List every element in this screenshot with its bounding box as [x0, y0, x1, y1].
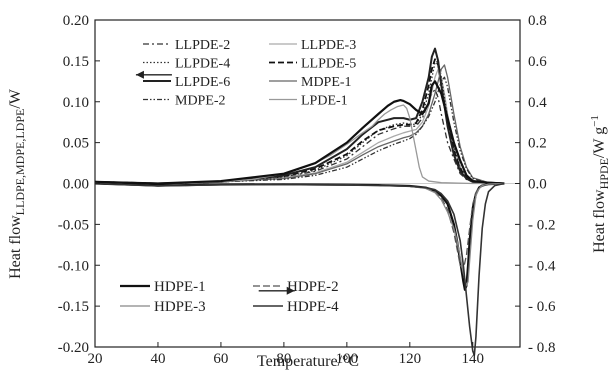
y-axis-right-title: Heat flowHPDE/W g−1	[589, 115, 611, 253]
legend-entry-hdpe-2: HDPE-2	[253, 279, 339, 295]
series-line-llpde-6-left	[94, 47, 505, 185]
y-right-title-unit: /W g	[591, 127, 608, 158]
y-right-title-sup: −1	[589, 115, 601, 127]
arrow-layer	[135, 70, 295, 295]
series-line-hdpe-4-right	[94, 182, 505, 356]
legend-label: LLPDE-4	[175, 57, 230, 72]
legend-entry-llpde-3: LLPDE-3	[269, 38, 356, 53]
legend-label: LLPDE-2	[175, 38, 230, 53]
legend-entry-llpde-6: LLPDE-6	[143, 75, 230, 90]
y-left-title-main: Heat flow	[7, 215, 24, 279]
legend-layer: LLPDE-2 LLPDE-3 LLPDE-4 LLPDE-5 LLPDE-6 MDPE-…	[120, 38, 356, 315]
y-left-tick-label: -0.20	[58, 340, 89, 356]
x-axis-title: Temperature/°C	[257, 353, 359, 370]
legend-entry-llpde-4: LLPDE-4	[143, 57, 230, 72]
x-tick-label: 60	[213, 351, 228, 367]
series-line-llpde-3-left	[94, 68, 505, 185]
y-left-title-sub: LLDPE,MDPE,LDPE	[13, 109, 27, 216]
y-left-tick-label: -0.10	[58, 258, 89, 274]
y-axis-left-title: Heat flowLLDPE,MDPE,LDPE/W	[7, 88, 27, 279]
y-left-tick-label: 0.15	[63, 54, 89, 70]
legend-label: HDPE-1	[154, 279, 206, 295]
series-line-mdpe-1-left	[94, 64, 505, 185]
legend-entry-mdpe-1: MDPE-1	[269, 75, 352, 90]
series-layer	[94, 47, 505, 356]
y-right-tick-label: - 0.4	[528, 258, 556, 274]
series-line-hdpe-1-left	[94, 80, 505, 185]
legend-label: LLPDE-6	[175, 75, 230, 90]
legend-label: LLPDE-5	[301, 57, 356, 72]
y-left-tick-label: 0.20	[63, 13, 89, 29]
y-right-tick-label: - 0.2	[528, 217, 556, 233]
legend-entry-hdpe-1: HDPE-1	[120, 279, 206, 295]
legend-entry-mdpe-2: MDPE-2	[143, 94, 226, 109]
y-right-tick-label: 0.6	[528, 54, 547, 70]
axis-arrow-right	[258, 286, 295, 295]
x-tick-label: 20	[88, 351, 103, 367]
x-tick-label: 120	[399, 351, 422, 367]
legend-entry-lpde-1: LPDE-1	[269, 94, 348, 109]
x-tick-label: 140	[462, 351, 485, 367]
legend-label: LPDE-1	[301, 94, 348, 109]
legend-entry-llpde-5: LLPDE-5	[269, 57, 356, 72]
legend-label: MDPE-1	[301, 75, 352, 90]
legend-entry-hdpe-4: HDPE-4	[253, 299, 339, 315]
series-line-hdpe-1-right	[94, 182, 505, 291]
legend-label: HDPE-2	[287, 279, 339, 295]
y-right-tick-label: 0.4	[528, 95, 547, 111]
x-tick-label: 100	[336, 351, 359, 367]
x-tick-label: 40	[150, 351, 165, 367]
y-right-tick-label: 0.8	[528, 13, 547, 29]
y-left-title-unit: /W	[7, 88, 24, 108]
y-left-tick-label: -0.15	[58, 299, 89, 315]
legend-label: LLPDE-3	[301, 38, 356, 53]
legend-label: MDPE-2	[175, 94, 226, 109]
y-left-tick-label: 0.05	[63, 136, 89, 152]
y-left-tick-label: 0.00	[63, 177, 89, 193]
axis-arrow-left	[135, 70, 172, 79]
y-left-tick-label: 0.10	[63, 95, 89, 111]
legend-label: HDPE-3	[154, 299, 206, 315]
y-right-title-main: Heat flow	[591, 189, 608, 253]
y-right-tick-label: - 0.6	[528, 299, 556, 315]
y-right-tick-label: 0.2	[528, 136, 547, 152]
y-right-tick-label: 0.0	[528, 177, 547, 193]
legend-label: HDPE-4	[287, 299, 339, 315]
y-left-tick-label: -0.05	[58, 217, 89, 233]
ticks-layer: 20 40 60 80 100 120 140 -0.20 -0.15 -0.10 -0.05 0.0…	[58, 13, 556, 367]
x-tick-label: 80	[276, 351, 291, 367]
legend-entry-hdpe-3: HDPE-3	[120, 299, 206, 315]
series-line-mdpe-2-left	[94, 76, 505, 185]
legend-entry-llpde-2: LLPDE-2	[143, 38, 230, 53]
y-right-title-sub: HPDE	[597, 158, 611, 189]
y-right-tick-label: - 0.8	[528, 340, 556, 356]
